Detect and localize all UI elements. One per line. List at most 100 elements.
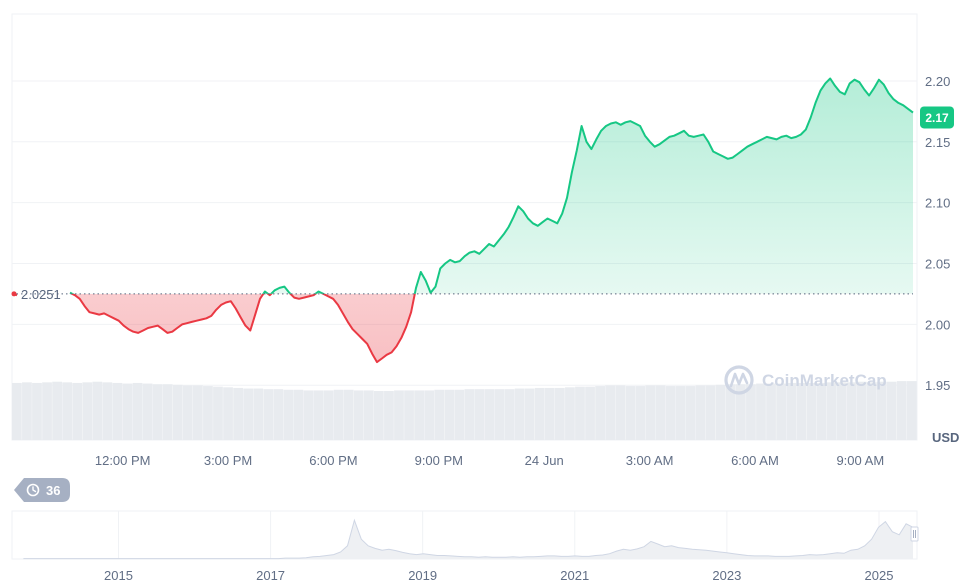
volume-bar <box>343 389 354 440</box>
y-axis-ticks: 2.20 2.15 2.10 2.05 2.00 1.95 <box>925 74 950 393</box>
x-tick-label: 12:00 PM <box>95 453 151 468</box>
reference-price-marker <box>11 291 17 297</box>
price-line-down <box>69 293 416 364</box>
watermark-text: CoinMarketCap <box>762 371 887 390</box>
x-tick-label: 6:00 AM <box>731 453 779 468</box>
x-axis-ticks: 12:00 PM 3:00 PM 6:00 PM 9:00 PM 24 Jun 3:00 … <box>95 453 884 468</box>
coinmarketcap-logo-icon <box>724 365 754 395</box>
volume-bar <box>876 381 887 440</box>
navigator-tick-label: 2017 <box>256 568 285 583</box>
volume-bar <box>725 384 736 440</box>
volume-bar <box>72 382 83 440</box>
volume-bar <box>504 389 515 440</box>
volume-bar <box>565 387 575 440</box>
navigator-grid <box>117 511 880 559</box>
volume-bar <box>786 382 797 440</box>
volume-bar <box>655 385 666 440</box>
time-navigator[interactable]: 2015 2017 2019 2021 2023 2025 <box>11 510 919 583</box>
volume-bar <box>605 385 616 440</box>
reference-price-label: 2.0251 <box>21 287 61 302</box>
navigator-area <box>23 518 914 560</box>
volume-bar <box>384 391 394 440</box>
volume-bar <box>353 390 364 440</box>
volume-bar <box>544 387 555 440</box>
navigator-frame <box>11 510 918 560</box>
price-area <box>70 78 913 363</box>
volume-bar <box>152 384 163 440</box>
volume-bar <box>555 387 565 440</box>
navigator-history-line <box>23 518 914 560</box>
volume-bar <box>203 386 213 440</box>
volume-bar <box>866 382 877 440</box>
y-tick-label: 2.05 <box>925 257 950 272</box>
volume-bar <box>283 389 294 440</box>
volume-bars <box>12 381 917 440</box>
volume-bar <box>836 382 847 440</box>
volume-bar <box>675 386 686 440</box>
volume-bar <box>303 390 314 440</box>
volume-bar <box>524 388 535 440</box>
x-tick-label: 3:00 AM <box>626 453 674 468</box>
y-tick-label: 2.20 <box>925 74 950 89</box>
navigator-tick-label: 2021 <box>560 568 589 583</box>
volume-bar <box>444 389 455 440</box>
volume-bar <box>806 382 817 440</box>
navigator-tick-label: 2019 <box>408 568 437 583</box>
volume-bar <box>756 383 766 440</box>
x-tick-label: 24 Jun <box>525 453 564 468</box>
x-tick-label: 3:00 PM <box>204 453 252 468</box>
y-tick-label: 2.00 <box>925 317 950 332</box>
volume-bar <box>273 389 284 440</box>
volume-bar <box>323 390 334 440</box>
x-tick-label: 9:00 PM <box>415 453 463 468</box>
volume-bar <box>424 390 435 440</box>
volume-bar <box>213 386 223 440</box>
volume-bar <box>484 389 495 440</box>
volume-bar <box>122 383 133 440</box>
volume-bar <box>42 382 52 440</box>
navigator-tick-label: 2025 <box>865 568 894 583</box>
volume-bar <box>293 389 304 440</box>
volume-bar <box>585 386 595 440</box>
volume-bar <box>615 385 626 440</box>
volume-bar <box>635 386 646 440</box>
volume-bar <box>494 389 505 440</box>
volume-bar <box>715 384 726 440</box>
volume-bar <box>112 382 123 440</box>
volume-bar <box>52 381 62 440</box>
volume-bar <box>394 390 404 440</box>
volume-bar <box>253 388 264 440</box>
volume-bar <box>142 383 153 440</box>
navigator-tick-label: 2023 <box>712 568 741 583</box>
volume-bar <box>796 382 807 440</box>
volume-bar <box>223 387 233 440</box>
volume-bar <box>82 382 93 440</box>
volume-bar <box>414 390 424 440</box>
area-below-reference <box>72 293 415 363</box>
current-price-label: 2.17 <box>925 111 949 125</box>
navigator-handle[interactable] <box>910 526 919 542</box>
x-tick-label: 9:00 AM <box>836 453 884 468</box>
coinmarketcap-watermark: CoinMarketCap <box>724 365 887 395</box>
volume-bar <box>705 385 716 440</box>
volume-bar <box>92 381 103 440</box>
volume-bar <box>746 384 756 440</box>
volume-bar <box>132 382 143 440</box>
volume-bar <box>102 382 113 440</box>
volume-bar <box>645 385 656 440</box>
volume-bar <box>776 383 786 440</box>
volume-bar <box>434 389 445 440</box>
x-tick-label: 6:00 PM <box>309 453 357 468</box>
volume-bar <box>695 385 706 440</box>
volume-bar <box>514 388 525 440</box>
volume-bar <box>575 386 585 440</box>
volume-bar <box>474 389 485 440</box>
volume-bar <box>736 384 746 440</box>
currency-unit-label: USD <box>932 430 959 445</box>
navigator-ticks: 2015 2017 2019 2021 2023 2025 <box>104 568 893 583</box>
volume-bar <box>243 388 254 440</box>
volume-bar <box>333 389 344 440</box>
navigator-history-area <box>23 520 913 559</box>
history-button[interactable]: 36 <box>14 478 70 502</box>
